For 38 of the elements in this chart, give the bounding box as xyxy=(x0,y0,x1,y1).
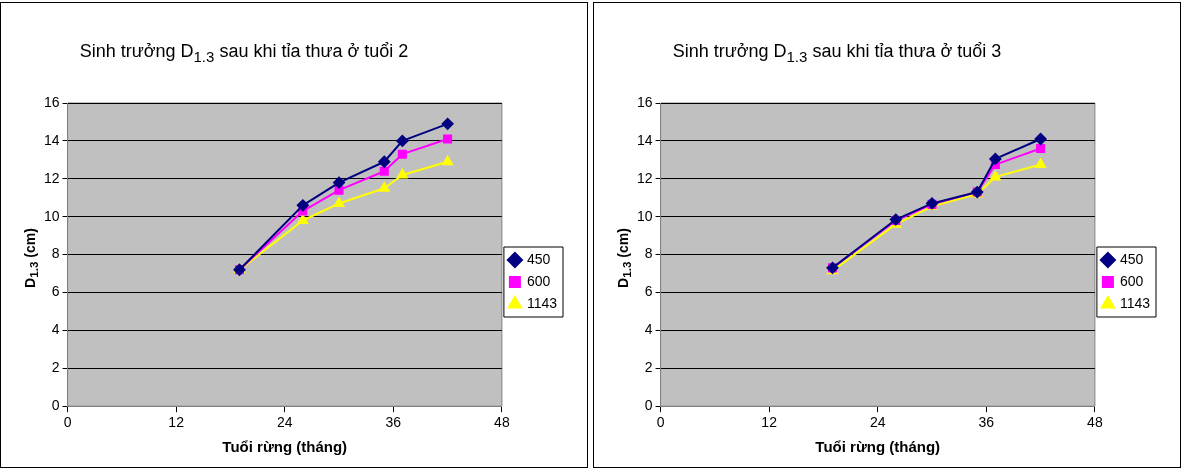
y-tick-label: 6 xyxy=(51,283,60,300)
x-tick-label: 0 xyxy=(63,414,72,431)
y-tick-label: 0 xyxy=(51,397,60,414)
legend-label: 450 xyxy=(526,250,551,267)
legend-label: 600 xyxy=(1119,272,1144,289)
x-tick-label: 24 xyxy=(869,414,886,431)
y-tick-label: 4 xyxy=(51,321,60,338)
x-tick-label: 48 xyxy=(1087,414,1103,431)
y-tick-label: 16 xyxy=(43,93,60,110)
x-tick-label: 36 xyxy=(385,414,402,431)
y-tick-label: 4 xyxy=(644,321,653,338)
legend-label: 600 xyxy=(526,272,551,289)
x-axis-title: Tuổi rừng (tháng) xyxy=(815,438,941,456)
legend-label: 1143 xyxy=(526,294,558,311)
y-tick-label: 8 xyxy=(644,245,653,262)
y-tick-label: 14 xyxy=(43,131,60,148)
x-tick-label: 12 xyxy=(761,414,778,431)
chart-title: Sinh trưởng D$_{1.3}$ sau khi tỉa thưa ở tuổi 3 xyxy=(671,41,1003,65)
x-tick-label: 24 xyxy=(276,414,293,431)
y-tick-label: 10 xyxy=(43,207,60,224)
y-tick-label: 16 xyxy=(636,93,653,110)
y-tick-label: 14 xyxy=(636,131,653,148)
legend-label: 450 xyxy=(1119,250,1144,267)
x-tick-label: 36 xyxy=(978,414,995,431)
y-tick-label: 6 xyxy=(644,283,653,300)
chart-title: Sinh trưởng D$_{1.3}$ sau khi tỉa thưa ở tuổi 2 xyxy=(78,41,410,65)
y-tick-label: 12 xyxy=(636,169,653,186)
x-tick-label: 0 xyxy=(656,414,665,431)
y-tick-label: 2 xyxy=(644,359,653,376)
legend-label: 1143 xyxy=(1119,294,1151,311)
y-tick-label: 0 xyxy=(644,397,653,414)
y-tick-label: 12 xyxy=(43,169,60,186)
x-tick-label: 12 xyxy=(168,414,185,431)
y-tick-label: 10 xyxy=(636,207,653,224)
x-axis-title: Tuổi rừng (tháng) xyxy=(222,438,348,456)
y-tick-label: 2 xyxy=(51,359,60,376)
y-tick-label: 8 xyxy=(51,245,60,262)
x-tick-label: 48 xyxy=(494,414,510,431)
